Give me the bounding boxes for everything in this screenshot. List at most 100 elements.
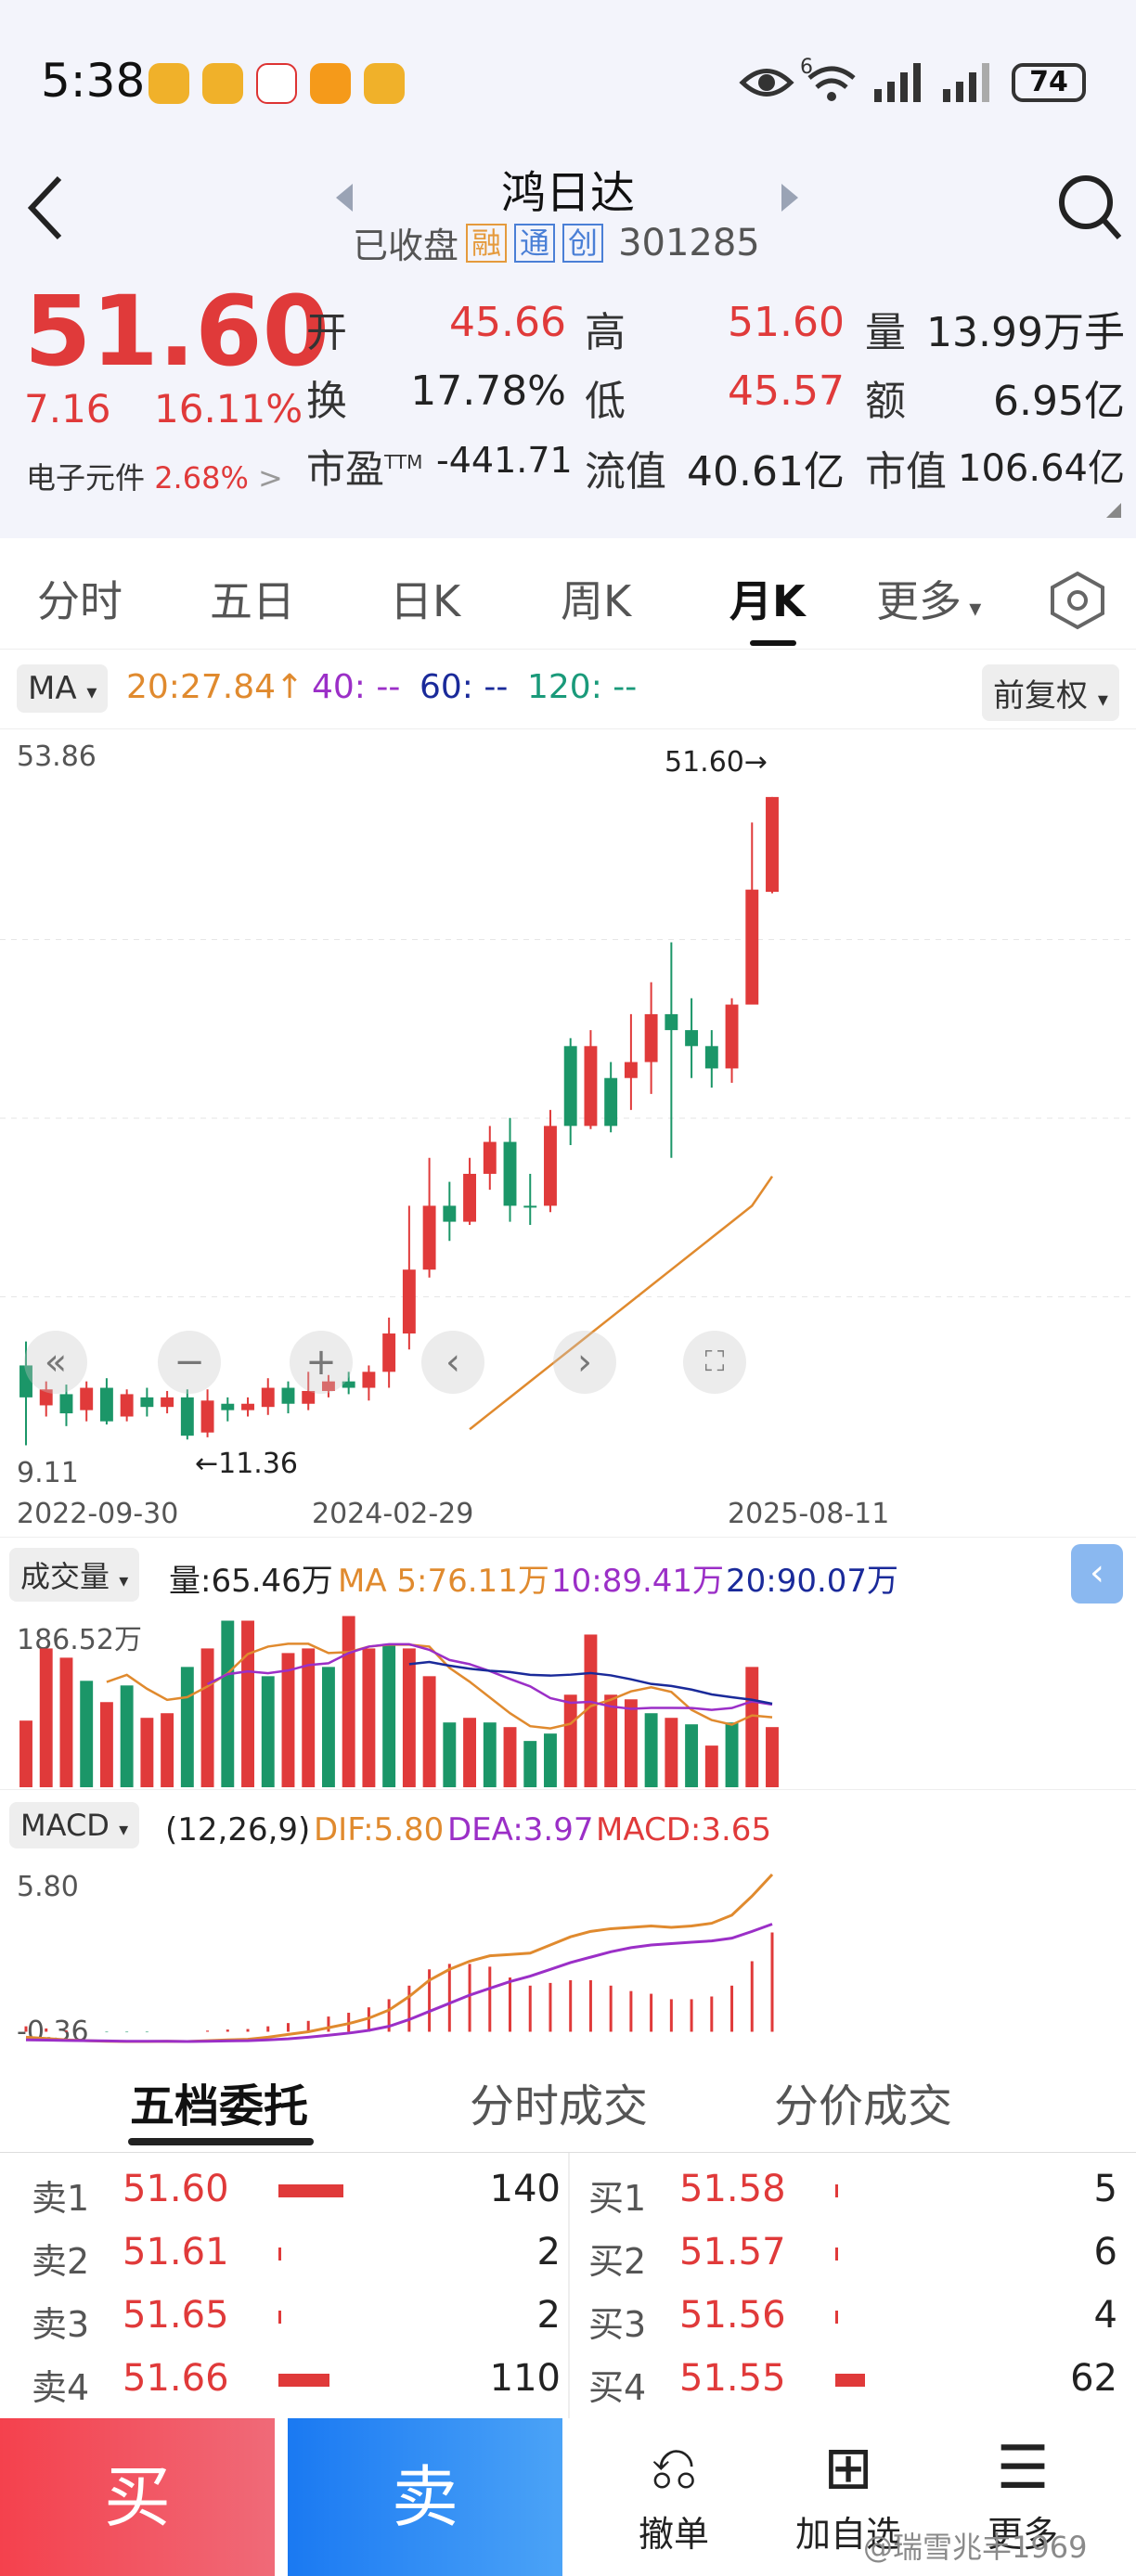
- sell-level-2[interactable]: 卖2 51.61 2: [32, 2225, 570, 2282]
- tab-weekly-k[interactable]: 周K: [561, 576, 632, 626]
- sell-level-2-volume: 2: [536, 2231, 561, 2273]
- ma20-line: [469, 1176, 774, 1431]
- buy-level-3-volume: 4: [1093, 2294, 1117, 2337]
- volume-bar: [59, 1657, 73, 1787]
- last-price: 51.60: [24, 275, 329, 388]
- cancel-order-button[interactable]: ⎌ 撤单: [600, 2431, 748, 2557]
- candle-body: [200, 1400, 214, 1433]
- add-watchlist-button[interactable]: ⊞ 加自选: [774, 2431, 923, 2557]
- buy-level-1[interactable]: 买1 51.58 5: [588, 2162, 1127, 2219]
- buy-level-1-volume: 5: [1093, 2168, 1117, 2210]
- tab-time-trades[interactable]: 分时成交: [470, 2080, 649, 2132]
- candle-body: [624, 1062, 638, 1078]
- cancel-order-label: 撤单: [638, 2514, 709, 2555]
- buy-level-1-label: 买1: [588, 2178, 647, 2219]
- macd-selector[interactable]: MACD ▾: [9, 1802, 140, 1848]
- candle-body: [584, 1046, 598, 1127]
- divider: [0, 1789, 1136, 1790]
- buy-level-2-label: 买2: [588, 2241, 647, 2282]
- buy-level-2[interactable]: 买2 51.57 6: [588, 2225, 1127, 2282]
- kline-chart[interactable]: [0, 733, 1136, 1490]
- buy-level-3[interactable]: 买3 51.56 4: [588, 2288, 1127, 2345]
- dif-line: [25, 1873, 774, 2043]
- low-value: 45.57: [728, 367, 845, 415]
- buy-level-2-price: 51.57: [679, 2231, 786, 2273]
- tab-five-day[interactable]: 五日: [210, 576, 295, 626]
- sell-level-4[interactable]: 卖4 51.66 110: [32, 2351, 570, 2408]
- notes-app-icon: [310, 63, 351, 104]
- tab-monthly-k[interactable]: 月K: [729, 576, 806, 626]
- buy-level-4-volume: 62: [1070, 2357, 1117, 2400]
- sell-level-3-bar: [278, 2311, 281, 2324]
- orderbook-tabs: [0, 2051, 1136, 2153]
- indicator-row: [0, 657, 1136, 729]
- chevron-down-icon: ▾: [962, 595, 982, 623]
- candle-body: [321, 1381, 335, 1391]
- next-stock-icon[interactable]: [778, 182, 802, 213]
- volume-bar: [19, 1720, 32, 1787]
- vol-ma20-line: [408, 1660, 773, 1706]
- date-end: 2025-08-11: [728, 1498, 890, 1530]
- signal-icon-2: [943, 63, 989, 102]
- sell-button[interactable]: 卖: [288, 2418, 562, 2576]
- sell-level-1[interactable]: 卖1 51.60 140: [32, 2162, 570, 2219]
- expand-corner-icon[interactable]: [1104, 501, 1123, 520]
- menu-icon: ☰: [996, 2434, 1050, 2503]
- tab-price-trades[interactable]: 分价成交: [774, 2080, 953, 2132]
- zoom-in-button[interactable]: +: [290, 1331, 353, 1394]
- volume-bar: [704, 1745, 718, 1787]
- market-cap-value: 106.64亿: [958, 447, 1125, 490]
- sell-level-1-price: 51.60: [123, 2168, 229, 2210]
- macd-params: (12,26,9): [165, 1811, 311, 1848]
- volume-selector[interactable]: 成交量 ▾: [9, 1548, 140, 1602]
- collapse-panel-button[interactable]: ‹: [1071, 1544, 1123, 1604]
- scroll-left-button[interactable]: ‹: [421, 1331, 484, 1394]
- ma-selector[interactable]: MA ▾: [17, 664, 109, 713]
- pe-value: -441.71: [436, 440, 573, 481]
- stock-subtitle: 已收盘 融 通 创 301285: [353, 217, 760, 268]
- tab-more[interactable]: 更多 ▾: [876, 568, 981, 629]
- tab-five-level[interactable]: 五档委托: [130, 2080, 309, 2132]
- network-gen-label: 6: [800, 56, 813, 79]
- volume-bar: [180, 1667, 194, 1787]
- divider: [568, 2153, 570, 2422]
- buy-level-2-volume: 6: [1093, 2231, 1117, 2273]
- volume-bar: [422, 1676, 436, 1787]
- tab-daily-k[interactable]: 日K: [390, 576, 461, 626]
- buy-level-4-label: 买4: [588, 2367, 647, 2408]
- ma20-value: 20:27.84↑: [126, 668, 303, 706]
- scroll-right-button[interactable]: ›: [553, 1331, 616, 1394]
- sell-level-3[interactable]: 卖3 51.65 2: [32, 2288, 570, 2345]
- zoom-out-button[interactable]: −: [158, 1331, 221, 1394]
- search-icon[interactable]: [1056, 171, 1123, 245]
- prev-stock-icon[interactable]: [332, 182, 356, 213]
- macd-chart[interactable]: [0, 1856, 1136, 2047]
- chevron-down-icon: ▾: [119, 1569, 129, 1591]
- sector-link[interactable]: 电子元件 2.68% >: [26, 460, 283, 496]
- buy-button[interactable]: 买: [0, 2418, 275, 2576]
- candle-body: [523, 1205, 537, 1208]
- active-tab-indicator: [750, 640, 796, 646]
- back-arrow-icon[interactable]: [22, 173, 69, 243]
- low-label: 低: [585, 378, 626, 425]
- volume-chart[interactable]: [0, 1605, 1136, 1791]
- volume-bar: [685, 1724, 699, 1787]
- signal-icon: [874, 63, 921, 102]
- scroll-to-start-button[interactable]: «: [24, 1331, 87, 1394]
- adjust-selector[interactable]: 前复权 ▾: [982, 664, 1119, 721]
- tab-intraday[interactable]: 分时: [37, 576, 123, 626]
- market-cap-label: 市值: [865, 448, 947, 496]
- kline-y-max: 53.86: [17, 741, 97, 773]
- volume-bar: [161, 1713, 174, 1787]
- buy-level-4[interactable]: 买4 51.55 62: [588, 2351, 1127, 2408]
- pe-label: 市盈TTM: [306, 446, 423, 492]
- quote-panel: [0, 269, 1136, 538]
- vol-ma20: 20:90.07万: [726, 1563, 899, 1600]
- fullscreen-icon[interactable]: ⛶: [683, 1331, 746, 1394]
- sell-level-1-label: 卖1: [32, 2178, 90, 2219]
- settings-hexagon-icon[interactable]: [1047, 570, 1108, 631]
- eye-icon: [739, 69, 794, 97]
- more-button[interactable]: ☰ 更多: [949, 2431, 1097, 2557]
- volume-value-text: 量:65.46万: [169, 1563, 333, 1600]
- volume-bar: [221, 1620, 235, 1787]
